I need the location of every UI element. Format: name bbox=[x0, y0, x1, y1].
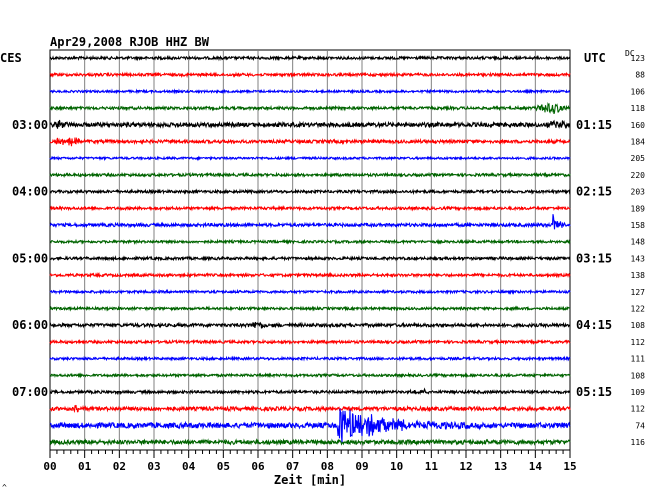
dc-value: 88 bbox=[635, 71, 645, 80]
x-tick-label: 14 bbox=[529, 460, 543, 473]
trace-line bbox=[49, 438, 571, 447]
trace-line bbox=[49, 102, 571, 115]
trace-line bbox=[49, 371, 571, 379]
grid bbox=[49, 49, 571, 458]
dc-value: 111 bbox=[631, 355, 646, 364]
trace-line bbox=[49, 238, 571, 245]
right-axis-label: UTC bbox=[584, 51, 606, 65]
dc-value: 160 bbox=[631, 121, 646, 130]
trace-line bbox=[49, 387, 571, 396]
x-tick-label: 06 bbox=[251, 460, 265, 473]
trace-line bbox=[49, 408, 571, 443]
dc-value: 220 bbox=[631, 171, 646, 180]
dc-value: 184 bbox=[631, 138, 646, 147]
x-tick-label: 05 bbox=[217, 460, 230, 473]
dc-value: 118 bbox=[631, 104, 646, 113]
trace-line bbox=[49, 136, 571, 147]
x-tick-label: 11 bbox=[425, 460, 439, 473]
left-time-label: 06:00 bbox=[12, 318, 48, 332]
trace-line bbox=[49, 321, 571, 329]
trace-line bbox=[49, 54, 571, 62]
left-time-label: 03:00 bbox=[12, 118, 48, 132]
trace-line bbox=[49, 255, 571, 262]
dc-value: 108 bbox=[631, 371, 646, 380]
dc-value: 109 bbox=[631, 388, 646, 397]
x-tick-label: 15 bbox=[563, 460, 576, 473]
trace-line bbox=[49, 214, 571, 230]
left-axis-label: CES bbox=[0, 51, 22, 65]
dc-value: 74 bbox=[635, 421, 645, 430]
right-time-label: 02:15 bbox=[576, 185, 612, 199]
x-tick-label: 04 bbox=[182, 460, 196, 473]
dc-value: 138 bbox=[631, 271, 646, 280]
trace-line bbox=[49, 338, 571, 346]
x-tick-label: 03 bbox=[147, 460, 160, 473]
trace-line bbox=[49, 119, 571, 130]
trace-line bbox=[49, 305, 571, 312]
dc-value: 106 bbox=[631, 87, 646, 96]
x-tick-label: 12 bbox=[459, 460, 472, 473]
x-tick-label: 01 bbox=[78, 460, 92, 473]
dc-value: 123 bbox=[631, 54, 646, 63]
plot-frame bbox=[49, 49, 571, 451]
footer-mark: ^ bbox=[2, 483, 7, 492]
trace-line bbox=[49, 71, 571, 79]
dc-value: 189 bbox=[631, 204, 646, 213]
dc-value: 143 bbox=[631, 254, 646, 263]
x-axis-title: Zeit [min] bbox=[274, 473, 346, 487]
left-time-label: 05:00 bbox=[12, 251, 48, 265]
dc-value: 108 bbox=[631, 321, 646, 330]
trace-line bbox=[49, 288, 571, 296]
dc-value: 112 bbox=[631, 405, 646, 414]
left-time-label: 07:00 bbox=[12, 385, 48, 399]
dc-value: 158 bbox=[631, 221, 646, 230]
dc-value: 148 bbox=[631, 238, 646, 247]
dc-value: 203 bbox=[631, 188, 646, 197]
dc-value: 205 bbox=[631, 154, 646, 163]
x-tick-label: 08 bbox=[321, 460, 334, 473]
axis-labels: 00 01 02 03 04 05 06 07 08 09 10 11 12 13 14 15 123 88 106… bbox=[12, 54, 645, 473]
right-time-label: 01:15 bbox=[576, 118, 612, 132]
trace-line bbox=[49, 155, 571, 162]
right-time-label: 05:15 bbox=[576, 385, 612, 399]
dc-value: 116 bbox=[631, 438, 646, 447]
trace-line bbox=[49, 355, 571, 362]
x-tick-label: 10 bbox=[390, 460, 403, 473]
left-time-label: 04:00 bbox=[12, 185, 48, 199]
right-time-label: 03:15 bbox=[576, 251, 612, 265]
dc-value: 112 bbox=[631, 338, 646, 347]
right-time-label: 04:15 bbox=[576, 318, 612, 332]
trace-line bbox=[49, 188, 571, 196]
x-tick-label: 07 bbox=[286, 460, 299, 473]
trace-line bbox=[49, 88, 570, 95]
trace-line bbox=[49, 204, 571, 212]
dc-value: 122 bbox=[631, 305, 646, 314]
x-tick-label: 13 bbox=[494, 460, 507, 473]
trace-line bbox=[49, 271, 571, 279]
trace-line bbox=[49, 171, 571, 179]
traces bbox=[49, 54, 571, 447]
dc-value: 127 bbox=[631, 288, 646, 297]
dc-label: DC bbox=[625, 49, 635, 58]
x-tick-label: 00 bbox=[43, 460, 56, 473]
x-tick-label: 09 bbox=[355, 460, 368, 473]
chart-title: Apr29,2008 RJOB HHZ BW bbox=[50, 35, 210, 49]
trace-line bbox=[49, 404, 571, 414]
x-tick-label: 02 bbox=[113, 460, 126, 473]
